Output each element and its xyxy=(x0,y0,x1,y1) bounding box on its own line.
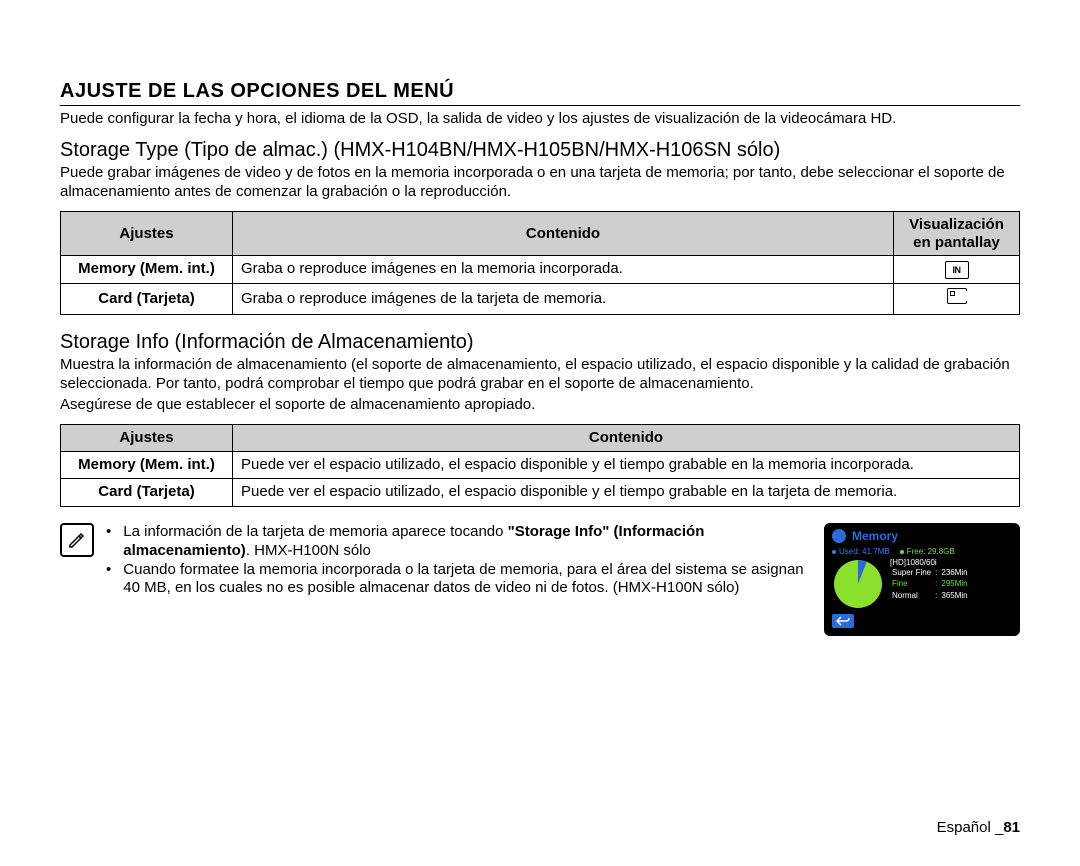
setting-cell: Memory (Mem. int.) xyxy=(61,255,233,284)
table-header: Ajustes xyxy=(61,425,233,451)
note-icon xyxy=(60,523,94,557)
lcd-quality-block: [HD]1080/60i Super Fine:236MinFine:295Mi… xyxy=(890,558,970,610)
table-header: Visualizaciónen pantallay xyxy=(894,212,1020,256)
table-header: Ajustes xyxy=(61,212,233,256)
lcd-title-text: Memory xyxy=(852,529,898,543)
table-row: Memory (Mem. int.)Graba o reproduce imág… xyxy=(61,255,1020,284)
content-cell: Graba o reproduce imágenes en la memoria… xyxy=(233,255,894,284)
lcd-free: Free: 29.8GB xyxy=(900,547,955,556)
pencil-icon xyxy=(67,530,87,550)
footer-page-number: 81 xyxy=(1003,819,1020,836)
pie-chart xyxy=(832,558,884,610)
note-item: • La información de la tarjeta de memoria… xyxy=(106,523,812,561)
table-header: Contenido xyxy=(233,212,894,256)
bullet-icon: • xyxy=(106,561,111,599)
content-cell: Puede ver el espacio utilizado, el espac… xyxy=(233,451,1020,479)
section-storage-type-title: Storage Type (Tipo de almac.) (HMX-H104B… xyxy=(60,139,1020,162)
section-storage-info-desc1: Muestra la información de almacenamiento… xyxy=(60,356,1020,394)
page-title: AJUSTE DE LAS OPCIONES DEL MENÚ xyxy=(60,80,1020,106)
section-storage-info-title: Storage Info (Información de Almacenamie… xyxy=(60,331,1020,354)
storage-type-table: AjustesContenidoVisualizaciónen pantalla… xyxy=(60,211,1020,315)
table-header: Contenido xyxy=(233,425,1020,451)
intro-paragraph: Puede configurar la fecha y hora, el idi… xyxy=(60,110,1020,129)
footer-lang: Español xyxy=(937,819,995,836)
notes-list: • La información de la tarjeta de memoria… xyxy=(106,523,812,598)
back-button[interactable] xyxy=(832,614,854,628)
lcd-quality-row: Super Fine:236Min xyxy=(890,567,970,578)
icon-cell: IN xyxy=(894,255,1020,284)
storage-info-table: AjustesContenidoMemory (Mem. int.)Puede … xyxy=(60,424,1020,507)
bullet-icon: • xyxy=(106,523,111,561)
setting-cell: Memory (Mem. int.) xyxy=(61,451,233,479)
back-arrow-icon xyxy=(836,616,850,626)
lcd-quality-table: Super Fine:236MinFine:295MinNormal:365Mi… xyxy=(890,567,970,601)
lcd-used-free: Used: 41.7MB Free: 29.8GB xyxy=(832,547,1012,556)
lcd-title-row: Memory xyxy=(832,529,1012,543)
lcd-quality-row: Fine:295Min xyxy=(890,578,970,589)
setting-cell: Card (Tarjeta) xyxy=(61,479,233,507)
note-text: La información de la tarjeta de memoria … xyxy=(123,523,812,561)
icon-cell xyxy=(894,284,1020,315)
notes-block: • La información de la tarjeta de memoria… xyxy=(60,523,1020,636)
gear-icon xyxy=(832,529,846,543)
note-text: Cuando formatee la memoria incorporada o… xyxy=(123,561,812,599)
section-storage-info-desc2: Asegúrese de que establecer el soporte d… xyxy=(60,396,1020,415)
lcd-preview: Memory Used: 41.7MB Free: 29.8GB [HD]108… xyxy=(824,523,1020,636)
table-row: Card (Tarjeta)Puede ver el espacio utili… xyxy=(61,479,1020,507)
manual-page: AJUSTE DE LAS OPCIONES DEL MENÚ Puede co… xyxy=(0,0,1080,866)
content-cell: Puede ver el espacio utilizado, el espac… xyxy=(233,479,1020,507)
page-footer: Español _81 xyxy=(937,819,1020,836)
memory-card-icon xyxy=(947,288,967,304)
lcd-quality-row: Normal:365Min xyxy=(890,590,970,601)
lcd-used: Used: 41.7MB xyxy=(832,547,890,556)
table-row: Memory (Mem. int.)Puede ver el espacio u… xyxy=(61,451,1020,479)
memory-in-icon: IN xyxy=(945,261,969,279)
note-item: • Cuando formatee la memoria incorporada … xyxy=(106,561,812,599)
lcd-body: [HD]1080/60i Super Fine:236MinFine:295Mi… xyxy=(832,558,1012,610)
table-row: Card (Tarjeta)Graba o reproduce imágenes… xyxy=(61,284,1020,315)
section-storage-type-desc: Puede grabar imágenes de video y de foto… xyxy=(60,164,1020,202)
content-cell: Graba o reproduce imágenes de la tarjeta… xyxy=(233,284,894,315)
setting-cell: Card (Tarjeta) xyxy=(61,284,233,315)
lcd-mode: [HD]1080/60i xyxy=(890,558,970,567)
